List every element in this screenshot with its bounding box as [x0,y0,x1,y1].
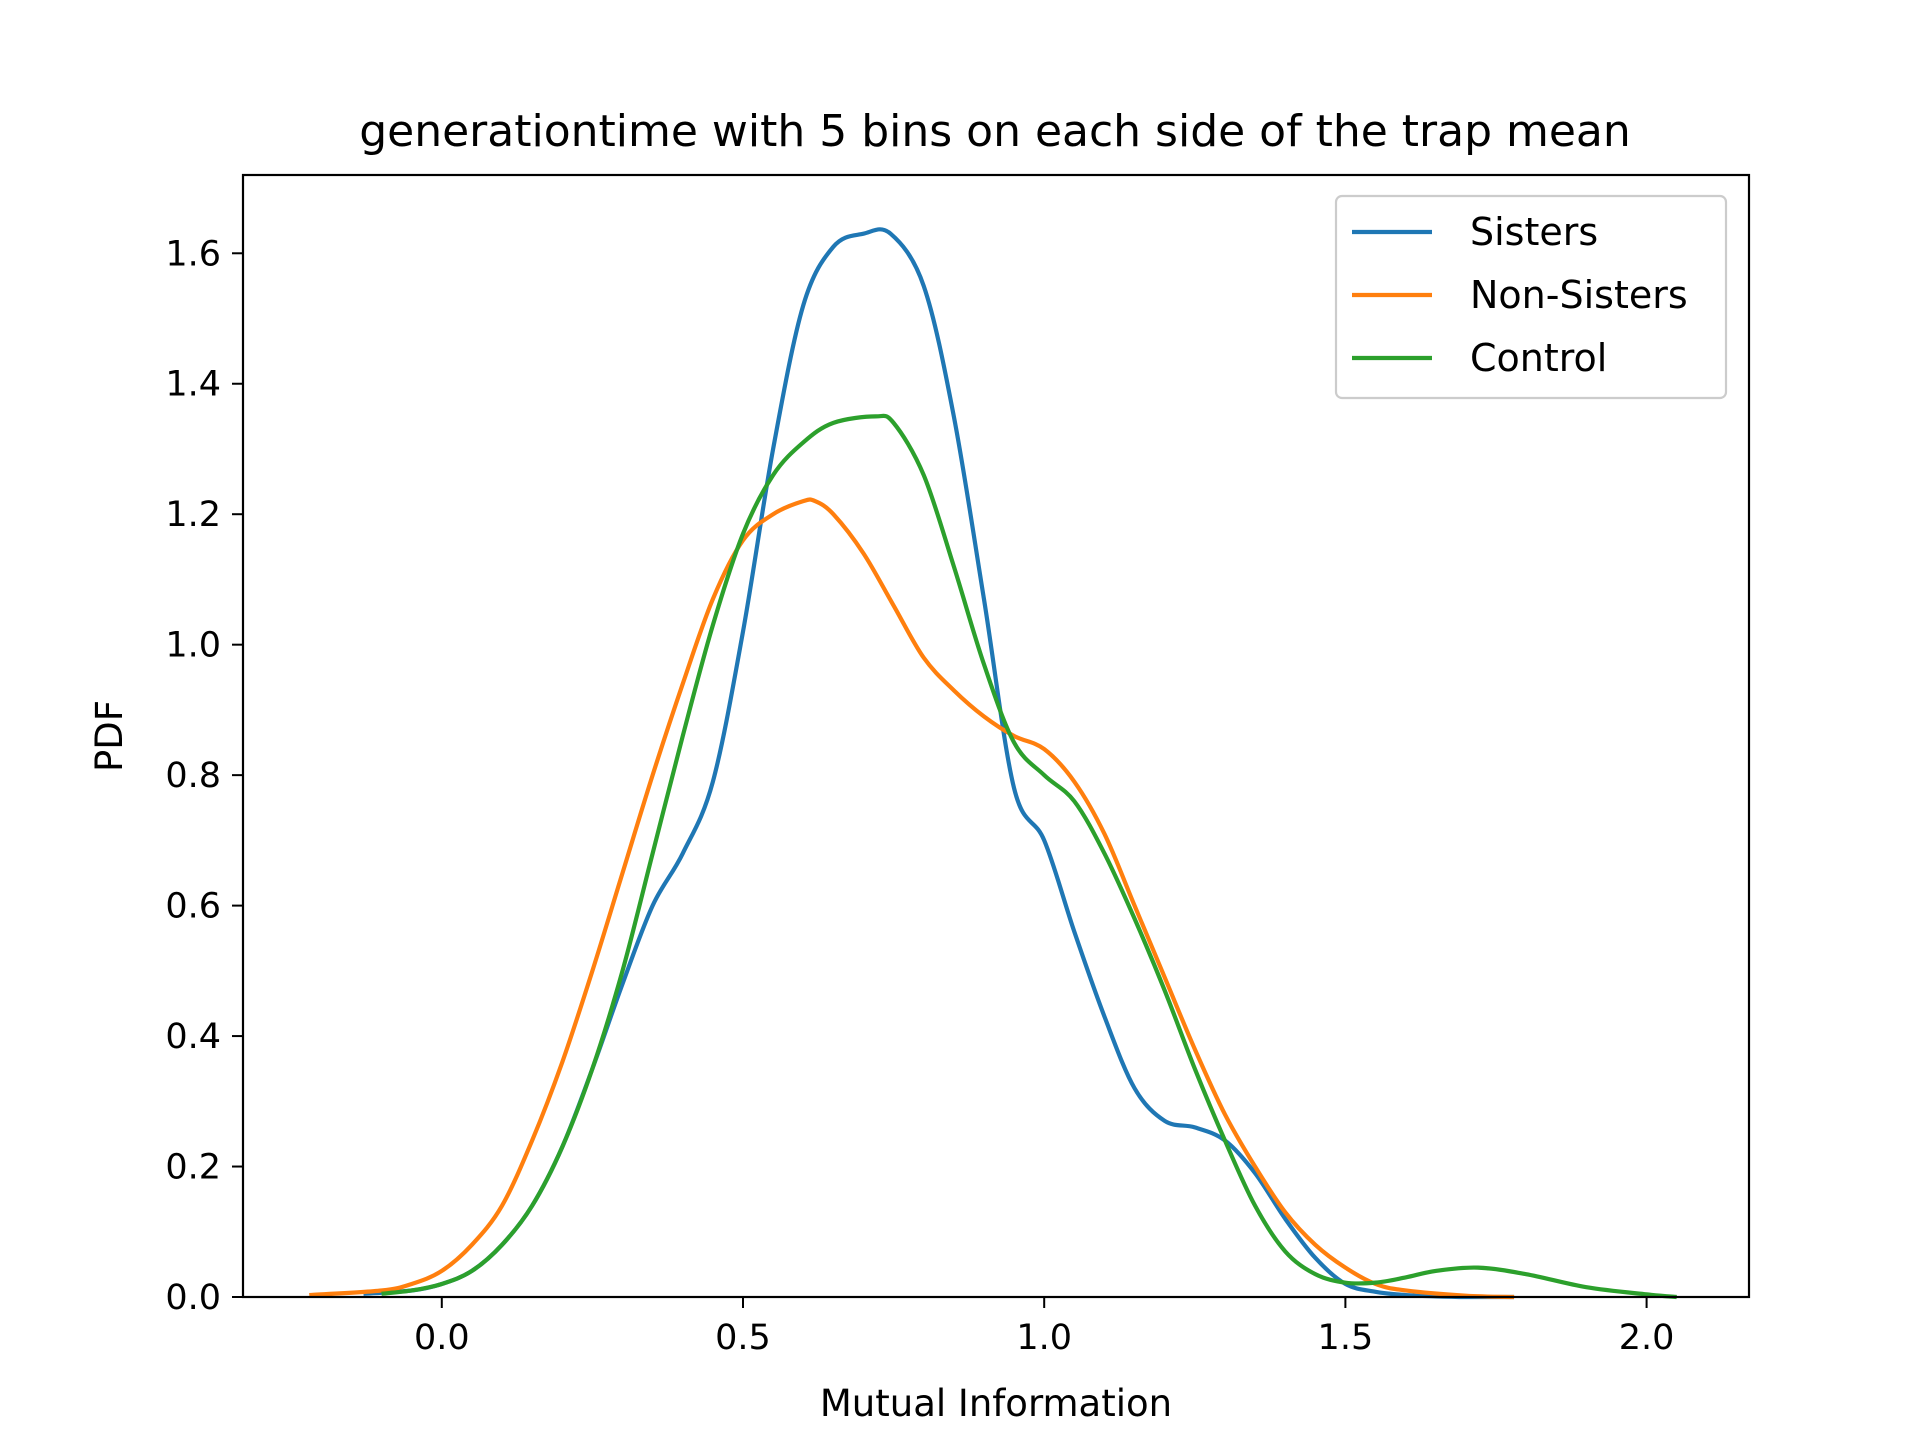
x-axis-ticks: 0.0 0.5 1.0 1.5 2.0 [414,1297,1674,1358]
legend-label-sisters: Sisters [1470,210,1598,254]
x-axis-label: Mutual Information [820,1382,1172,1425]
y-axis-label: PDF [88,700,131,772]
series-line-non-sisters [309,497,1515,1300]
x-tick-label: 0.0 [414,1318,470,1358]
plot-frame [241,173,1751,1299]
y-tick-label: 0.0 [165,1278,221,1318]
x-tick-label: 0.5 [715,1318,771,1358]
plot-lines [309,227,1677,1300]
y-axis-ticks: 0.0 0.2 0.4 0.6 0.8 1.0 1.2 1.4 1.6 [165,234,243,1318]
x-tick-label: 2.0 [1619,1318,1675,1358]
legend: Sisters Non-Sisters Control [1334,194,1728,400]
series-line-control [381,413,1677,1300]
y-tick-label: 0.8 [165,756,221,796]
x-tick-label: 1.0 [1016,1318,1072,1358]
y-tick-label: 1.4 [165,365,221,405]
legend-label-non-sisters: Non-Sisters [1470,273,1688,317]
y-tick-label: 1.0 [165,626,221,666]
legend-items: Sisters Non-Sisters Control [1352,210,1688,380]
x-tick-label: 1.5 [1318,1318,1374,1358]
chart-title: generationtime with 5 bins on each side … [359,106,1631,157]
y-tick-label: 0.6 [165,887,221,927]
y-tick-label: 0.2 [165,1148,221,1188]
legend-label-control: Control [1470,336,1607,380]
y-tick-label: 0.4 [165,1017,221,1057]
y-tick-label: 1.6 [165,234,221,274]
y-tick-label: 1.2 [165,495,221,535]
legend-box [1334,194,1728,400]
